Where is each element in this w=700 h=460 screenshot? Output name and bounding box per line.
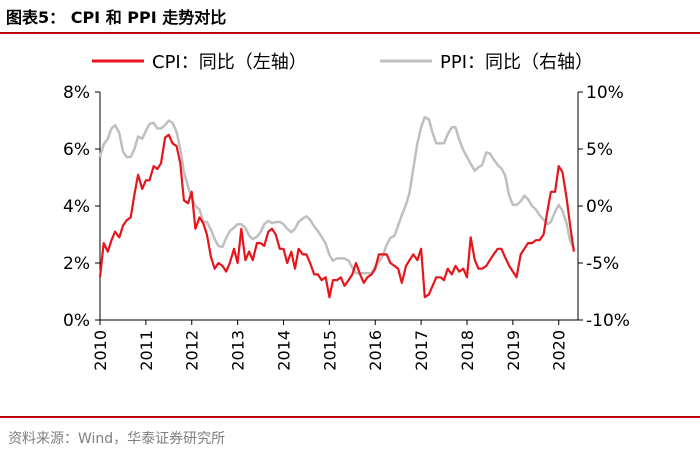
x-tick-label: 2012: [183, 330, 202, 371]
x-tick-label: 2019: [504, 330, 523, 371]
chart: 0% 2% 4% 6% 8% -10% -5% 0% 5% 10% 2010 2011 2012 2013…: [63, 52, 630, 371]
x-tick-label: 2013: [229, 330, 248, 371]
title-rule: [0, 32, 700, 34]
x-tick-label: 2020: [550, 330, 569, 371]
left-tick-label: 0%: [63, 311, 90, 331]
legend-ppi-label: PPI：同比（右轴）: [440, 52, 593, 73]
right-tick-label: 10%: [586, 83, 624, 103]
x-tick-label: 2017: [412, 330, 431, 371]
right-tick-label: 0%: [586, 197, 613, 217]
footer-rule: [0, 416, 700, 418]
cpi-series-line: [98, 133, 575, 299]
x-tick-label: 2014: [274, 330, 293, 371]
ppi-series-line: [98, 115, 576, 275]
chart-title: 图表5： CPI 和 PPI 走势对比: [6, 8, 227, 27]
right-tick-label: 5%: [586, 140, 613, 160]
x-tick-label: 2010: [91, 330, 110, 371]
left-tick-label: 6%: [63, 140, 90, 160]
x-tick-label: 2011: [137, 330, 156, 371]
left-tick-label: 8%: [63, 83, 90, 103]
left-tick-label: 4%: [63, 197, 90, 217]
legend-cpi-label: CPI：同比（左轴）: [152, 52, 307, 73]
x-tick-label: 2016: [366, 330, 385, 371]
x-tick-label: 2018: [458, 330, 477, 371]
left-tick-label: 2%: [63, 254, 90, 274]
right-tick-label: -5%: [586, 254, 619, 274]
x-tick-label: 2015: [320, 330, 339, 371]
right-tick-label: -10%: [586, 311, 630, 331]
source-note: 资料来源：Wind，华泰证券研究所: [8, 431, 226, 447]
